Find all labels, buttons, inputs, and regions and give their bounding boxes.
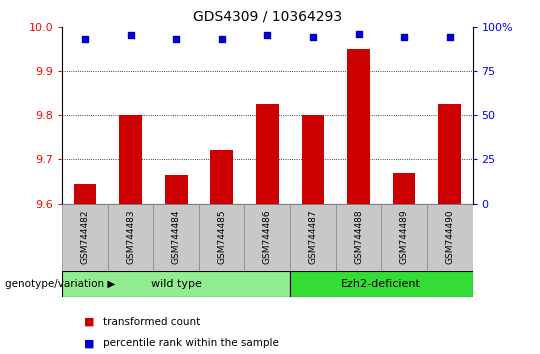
Bar [393, 173, 415, 204]
Point [263, 33, 272, 38]
Bar [62, 271, 290, 297]
Point [308, 34, 317, 40]
Text: GSM744490: GSM744490 [445, 210, 454, 264]
Bar [347, 49, 370, 204]
Title: GDS4309 / 10364293: GDS4309 / 10364293 [193, 10, 342, 24]
Text: GSM744486: GSM744486 [263, 210, 272, 264]
Text: wild type: wild type [151, 279, 201, 289]
Bar [336, 204, 381, 271]
Text: GSM744489: GSM744489 [400, 210, 409, 264]
Text: Ezh2-deficient: Ezh2-deficient [341, 279, 421, 289]
Text: GSM744482: GSM744482 [80, 210, 90, 264]
Text: GSM744487: GSM744487 [308, 210, 318, 264]
Text: GSM744483: GSM744483 [126, 210, 135, 264]
Point [126, 33, 135, 38]
Point [446, 34, 454, 40]
Text: GSM744484: GSM744484 [172, 210, 180, 264]
Bar [73, 184, 96, 204]
Text: genotype/variation ▶: genotype/variation ▶ [5, 279, 116, 289]
Point [354, 31, 363, 36]
Bar [165, 175, 187, 204]
Text: ■: ■ [84, 338, 94, 348]
Bar [290, 271, 472, 297]
Bar [256, 104, 279, 204]
Text: GSM744485: GSM744485 [217, 210, 226, 264]
Bar [438, 104, 461, 204]
Text: GSM744488: GSM744488 [354, 210, 363, 264]
Bar [301, 115, 325, 204]
Bar [119, 115, 142, 204]
Text: transformed count: transformed count [103, 317, 200, 327]
Point [218, 36, 226, 42]
Text: percentile rank within the sample: percentile rank within the sample [103, 338, 279, 348]
Bar [245, 204, 290, 271]
Text: ■: ■ [84, 317, 94, 327]
Point [172, 36, 180, 42]
Bar [427, 204, 472, 271]
Bar [210, 150, 233, 204]
Bar [153, 204, 199, 271]
Point [400, 34, 408, 40]
Bar [199, 204, 245, 271]
Point [80, 36, 89, 42]
Bar [62, 204, 107, 271]
Bar [381, 204, 427, 271]
Bar [107, 204, 153, 271]
Bar [290, 204, 336, 271]
